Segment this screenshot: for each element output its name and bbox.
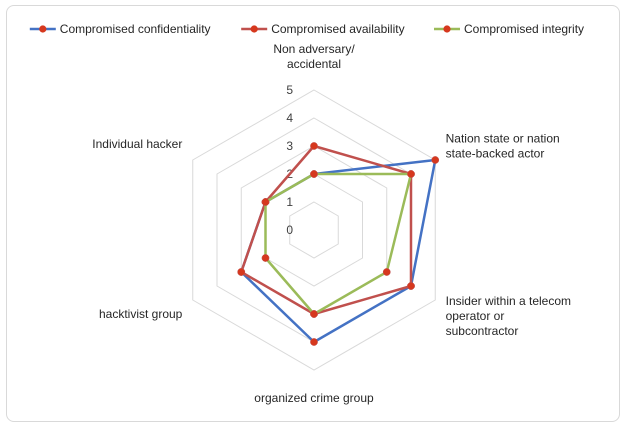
series-2 xyxy=(261,170,415,318)
category-label: organized crime group xyxy=(254,391,374,405)
data-point xyxy=(237,268,246,276)
data-point xyxy=(407,282,415,290)
category-label-line: hacktivist group xyxy=(99,307,183,321)
category-label-line: subcontractor xyxy=(446,324,519,338)
category-label: Non adversary/accidental xyxy=(273,42,355,71)
chart-frame xyxy=(6,5,620,422)
data-point xyxy=(310,338,318,346)
series-line xyxy=(240,158,437,344)
legend-item: Compromised confidentiality xyxy=(29,22,211,36)
radar-grid xyxy=(192,89,436,371)
category-label-line: Individual hacker xyxy=(92,137,182,151)
category-label-line: organized crime group xyxy=(254,391,374,405)
grid-ring-5 xyxy=(192,89,436,371)
data-point xyxy=(407,170,415,178)
category-label-line: Nation state or nation xyxy=(446,132,560,146)
legend-label: Compromised availability xyxy=(271,22,404,36)
category-label-line: accidental xyxy=(287,57,341,71)
data-point xyxy=(310,170,318,178)
data-point xyxy=(261,254,270,262)
category-label: hacktivist group xyxy=(99,307,183,321)
data-point xyxy=(310,142,318,150)
data-point xyxy=(310,310,318,318)
category-label-line: Non adversary/ xyxy=(273,42,355,56)
category-label-line: state-backed actor xyxy=(446,147,545,161)
tick-label: 4 xyxy=(286,111,293,125)
grid-ring-4 xyxy=(216,117,412,343)
grid-ring-1 xyxy=(289,201,339,259)
legend-item: Compromised integrity xyxy=(434,22,584,36)
data-point xyxy=(431,156,440,164)
legend-label: Compromised confidentiality xyxy=(60,22,211,36)
grid-ring-2 xyxy=(265,173,363,287)
legend-swatch-marker xyxy=(443,25,451,33)
data-point xyxy=(261,198,270,206)
legend-label: Compromised integrity xyxy=(464,22,584,36)
category-label-line: operator or xyxy=(446,309,505,323)
category-label: Nation state or nation state-backed actor xyxy=(446,132,560,161)
category-label-line: Insider within a telecom xyxy=(446,294,571,308)
legend-swatch-marker xyxy=(39,25,47,33)
tick-label: 1 xyxy=(286,195,293,209)
tick-label: 0 xyxy=(286,223,293,237)
series-layer xyxy=(237,142,440,346)
legend-item: Compromised availability xyxy=(241,22,405,36)
tick-label: 5 xyxy=(286,83,293,97)
legend: Compromised confidentiality Compromised a… xyxy=(29,22,584,36)
category-label: Insider within a telecom operator or subco… xyxy=(446,294,571,338)
series-1 xyxy=(237,142,415,318)
legend-swatch-marker xyxy=(250,25,258,33)
tick-label: 3 xyxy=(286,139,293,153)
data-point xyxy=(382,268,391,276)
category-labels: Non adversary/accidental Nation state or … xyxy=(92,42,571,405)
category-label: Individual hacker xyxy=(92,137,182,151)
